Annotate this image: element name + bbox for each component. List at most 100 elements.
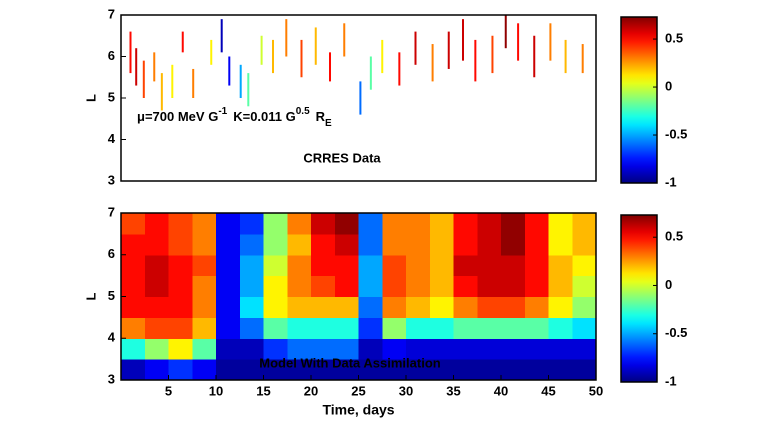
annotation-part: 0.5 bbox=[296, 106, 310, 117]
heat-cell bbox=[501, 275, 526, 297]
heat-cell bbox=[334, 359, 359, 381]
heat-cell bbox=[524, 233, 549, 256]
heat-cell bbox=[144, 275, 169, 297]
heat-cell bbox=[406, 254, 431, 277]
colorbar-tick-label: -0.5 bbox=[665, 126, 687, 141]
heat-cell bbox=[429, 254, 454, 277]
heat-cell bbox=[192, 213, 217, 235]
heat-cell bbox=[334, 213, 359, 235]
heat-cell bbox=[263, 233, 288, 256]
heat-cell bbox=[548, 213, 573, 235]
data-pass bbox=[533, 35, 536, 78]
heat-cell bbox=[121, 213, 146, 235]
heat-cell bbox=[334, 317, 359, 339]
data-pass bbox=[314, 27, 317, 65]
heat-cell bbox=[144, 213, 169, 235]
y-tick-label: 3 bbox=[108, 371, 115, 386]
heat-cell bbox=[263, 275, 288, 297]
heat-cell bbox=[287, 296, 312, 318]
heat-cell bbox=[548, 233, 573, 256]
heat-cell bbox=[144, 359, 169, 381]
heat-cell bbox=[121, 296, 146, 318]
y-tick-label: 4 bbox=[108, 131, 116, 146]
data-pass bbox=[300, 39, 303, 78]
heat-cell bbox=[192, 254, 217, 277]
heat-cell bbox=[382, 254, 407, 277]
heat-cell bbox=[477, 296, 502, 318]
heat-cell bbox=[311, 233, 336, 256]
x-tick-label: 5 bbox=[165, 383, 172, 398]
data-pass bbox=[581, 44, 584, 74]
y-tick-label: 5 bbox=[108, 89, 115, 104]
panel-label: CRRES Data bbox=[303, 150, 381, 165]
heat-cell bbox=[382, 359, 407, 381]
heat-cell bbox=[263, 254, 288, 277]
heat-cell bbox=[572, 359, 597, 381]
heat-cell bbox=[216, 296, 241, 318]
heat-cell bbox=[216, 317, 241, 339]
heat-cell bbox=[239, 213, 264, 235]
heat-cell bbox=[453, 275, 478, 297]
annotation-part: μ=700 MeV G bbox=[137, 109, 218, 124]
annotation-part: R bbox=[316, 109, 326, 124]
heat-cell bbox=[524, 317, 549, 339]
heat-cell bbox=[453, 254, 478, 277]
heat-cell bbox=[453, 213, 478, 235]
heat-cell bbox=[216, 338, 241, 360]
heat-cell bbox=[144, 338, 169, 360]
heat-cell bbox=[548, 338, 573, 360]
heat-cell bbox=[406, 359, 431, 381]
heat-cell bbox=[406, 296, 431, 318]
heat-cell bbox=[501, 338, 526, 360]
heat-cell bbox=[477, 317, 502, 339]
data-pass bbox=[272, 39, 274, 74]
data-pass bbox=[431, 44, 434, 82]
colorbar-frame bbox=[620, 16, 658, 184]
heat-cell bbox=[168, 254, 193, 277]
heat-cell bbox=[524, 296, 549, 318]
heat-cell bbox=[192, 317, 217, 339]
x-tick-label: 45 bbox=[541, 383, 555, 398]
heat-cell bbox=[429, 233, 454, 256]
heat-cell bbox=[334, 296, 359, 318]
heat-cell bbox=[287, 338, 312, 360]
data-pass bbox=[564, 39, 567, 74]
colorbar bbox=[621, 215, 657, 382]
heat-cell bbox=[168, 213, 193, 235]
data-pass bbox=[228, 56, 231, 86]
heat-cell bbox=[144, 317, 169, 339]
x-tick-label: 40 bbox=[494, 383, 508, 398]
heat-cell bbox=[358, 213, 383, 235]
heat-cell bbox=[429, 338, 454, 360]
data-pass bbox=[129, 31, 132, 74]
data-pass bbox=[192, 68, 195, 98]
heat-cell bbox=[572, 213, 597, 235]
y-tick-label: 3 bbox=[108, 172, 115, 187]
data-pass bbox=[260, 35, 263, 65]
heat-cell bbox=[358, 275, 383, 297]
heat-cell bbox=[168, 296, 193, 318]
y-tick-label: 7 bbox=[108, 6, 115, 21]
heat-cell bbox=[477, 254, 502, 277]
heat-cell bbox=[239, 275, 264, 297]
heat-cell bbox=[572, 338, 597, 360]
heat-cell bbox=[548, 317, 573, 339]
heat-cell bbox=[334, 233, 359, 256]
heat-cell bbox=[501, 317, 526, 339]
colorbar-tick-label: 0 bbox=[665, 277, 672, 292]
data-pass bbox=[447, 31, 450, 69]
y-tick-label: 4 bbox=[108, 330, 116, 345]
heat-cell bbox=[192, 338, 217, 360]
y-axis-label: L bbox=[83, 292, 98, 300]
heat-cell bbox=[453, 317, 478, 339]
colorbar-tick-label: 0.5 bbox=[665, 31, 683, 46]
heat-cell bbox=[429, 359, 454, 381]
heat-cell bbox=[524, 359, 549, 381]
data-pass bbox=[160, 73, 163, 111]
heat-cell bbox=[406, 317, 431, 339]
annotation: μ=700 MeV G-1 K=0.011 G0.5 RE bbox=[137, 106, 332, 129]
heat-cell bbox=[524, 213, 549, 235]
heat-cell bbox=[453, 338, 478, 360]
heat-cell bbox=[334, 254, 359, 277]
data-pass bbox=[398, 52, 401, 86]
